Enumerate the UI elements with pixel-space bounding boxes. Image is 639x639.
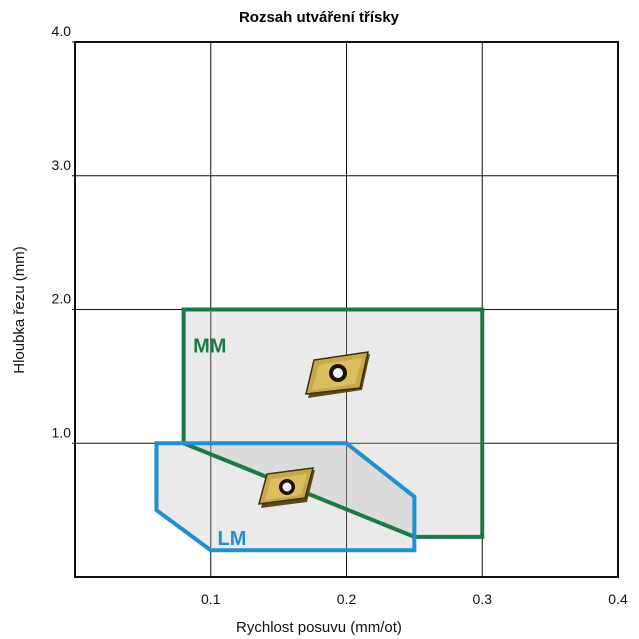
x-axis-label: Rychlost posuvu (mm/ot) <box>236 619 402 636</box>
insert-icon <box>257 467 315 508</box>
region-outline-lm <box>154 441 417 553</box>
x-tick-label: 0.2 <box>337 591 357 607</box>
chart-title: Rozsah utváření třísky <box>239 9 400 26</box>
y-tick-label: 4.0 <box>52 23 72 39</box>
y-tick-label: 2.0 <box>52 291 72 307</box>
y-tick-label: 1.0 <box>52 424 72 440</box>
x-tick-label: 0.3 <box>473 591 493 607</box>
insert-icon <box>305 351 370 398</box>
y-axis: 1.0 2.0 3.0 4.0 <box>52 23 72 440</box>
region-label-lm: LM <box>218 528 247 550</box>
x-axis: 0.1 0.2 0.3 0.4 <box>201 591 628 607</box>
y-axis-label: Hloubka řezu (mm) <box>11 246 28 374</box>
region-fill-mm <box>183 309 483 537</box>
x-tick-label: 0.1 <box>201 591 221 607</box>
x-tick-label: 0.4 <box>608 591 628 607</box>
region-label-mm: MM <box>193 335 226 357</box>
region-outline-mm <box>181 307 485 539</box>
plot-frame <box>74 41 619 578</box>
y-tick-label: 3.0 <box>52 157 72 173</box>
chart-areas: MM LM <box>154 307 485 553</box>
